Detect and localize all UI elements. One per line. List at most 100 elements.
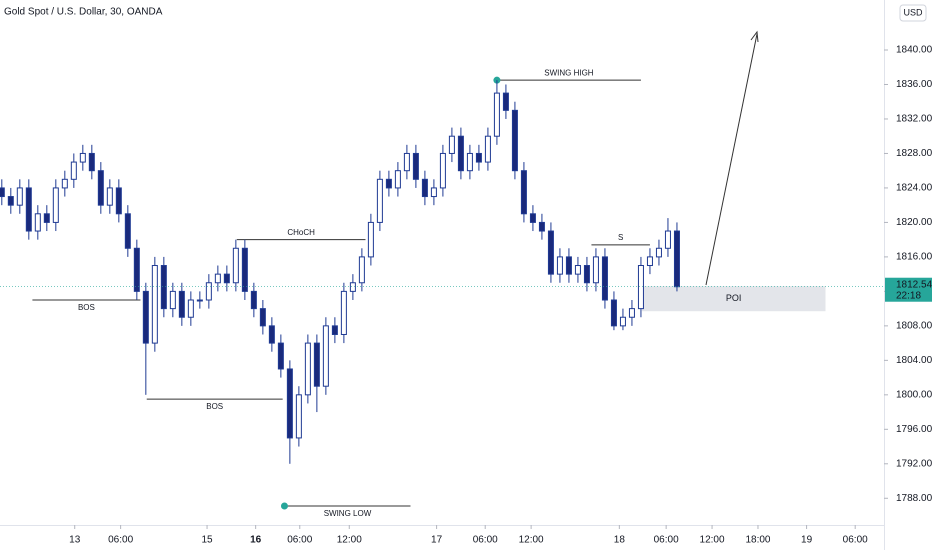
y-tick-label: 1828.00: [896, 148, 932, 159]
candle-body: [304, 342, 311, 396]
candle-body: [610, 299, 617, 327]
candle-body: [529, 213, 536, 223]
candle-body: [565, 256, 572, 275]
candle-body: [619, 316, 626, 327]
y-tick-label: 1800.00: [896, 389, 932, 400]
annotation-label: BOS: [206, 402, 223, 411]
candle-body: [349, 282, 356, 292]
candle-body: [358, 256, 365, 284]
x-tick-label: 13: [69, 535, 81, 546]
axes: 1788.00 1792.00 1796.00 1800.00 1804.00 1808.…: [69, 45, 932, 546]
candle-body: [169, 290, 176, 310]
candle-body: [259, 308, 266, 327]
candle-body: [43, 213, 50, 223]
candle-body: [322, 325, 329, 387]
candle-body: [484, 135, 491, 163]
y-tick-label: 1788.00: [896, 493, 932, 504]
candle-body: [430, 187, 437, 198]
candle-body: [25, 187, 32, 232]
candle-body: [403, 152, 410, 172]
candle-body: [241, 247, 248, 292]
x-tick-label: 15: [201, 535, 213, 546]
candle-body: [394, 170, 401, 189]
candle-body: [160, 265, 167, 310]
y-tick-label: 1832.00: [896, 114, 932, 125]
candle-body: [16, 187, 23, 206]
candle-body: [295, 394, 302, 439]
candle-body: [52, 187, 59, 223]
x-tick-label: 19: [801, 535, 813, 546]
candle-body: [448, 135, 455, 154]
x-tick-label: 06:00: [473, 535, 498, 546]
candle-body: [673, 230, 680, 288]
swing-marker: [280, 502, 288, 510]
annotation-label: BOS: [78, 303, 95, 312]
candle-body: [439, 152, 446, 189]
x-tick-label: 12:00: [700, 535, 725, 546]
candle-body: [214, 273, 221, 284]
candle-body: [187, 299, 194, 318]
candle-body: [340, 290, 347, 335]
candle-body: [286, 368, 293, 439]
candle-body: [115, 187, 122, 215]
x-tick-label: 16: [250, 535, 262, 546]
candle-body: [61, 178, 68, 189]
candle-body: [376, 178, 383, 223]
poi-zone: [641, 286, 826, 312]
candle-body: [7, 196, 14, 206]
candle-body: [133, 247, 140, 292]
currency-badge[interactable]: [899, 4, 927, 22]
candle-body: [313, 342, 320, 387]
y-tick-label: 1840.00: [896, 45, 932, 56]
currency: USD: [903, 7, 923, 17]
x-tick-label: 06:00: [287, 535, 312, 546]
candle-body: [547, 230, 554, 275]
candle-body: [331, 325, 338, 335]
last-price-label: 1812.540: [896, 279, 932, 290]
candle-body: [556, 256, 563, 275]
y-tick-label: 1820.00: [896, 217, 932, 228]
annotation-label: SWING LOW: [324, 509, 372, 518]
candle-body: [196, 299, 203, 302]
candle-body: [70, 161, 77, 180]
candle-body: [520, 170, 527, 215]
candle-body: [538, 221, 545, 232]
arrow-head: [750, 30, 759, 43]
candle-body: [88, 152, 95, 172]
candle-body: [493, 92, 500, 137]
candle-body: [268, 325, 275, 344]
countdown: 22:18: [896, 290, 921, 301]
y-tick-label: 1824.00: [896, 183, 932, 194]
candle-body: [142, 290, 149, 344]
candle-body: [205, 282, 212, 301]
candle-body: [277, 342, 284, 370]
candle-body: [628, 308, 635, 318]
y-tick-label: 1808.00: [896, 321, 932, 332]
x-tick-label: 18:00: [745, 535, 770, 546]
last-price-badge: [885, 277, 932, 302]
candle-body: [106, 187, 113, 206]
candle-body: [0, 187, 5, 198]
candle-body: [583, 265, 590, 284]
annotation-label: CHoCH: [287, 228, 315, 237]
candle-body: [232, 247, 239, 284]
x-tick-label: 06:00: [654, 535, 679, 546]
candle-body: [574, 265, 581, 275]
candle-body: [250, 290, 257, 310]
candle-body: [97, 170, 104, 206]
candle-body: [502, 92, 509, 111]
candle-body: [223, 273, 230, 284]
projection-arrow: [705, 33, 758, 286]
candle-body: [421, 178, 428, 198]
x-tick-label: 06:00: [843, 535, 868, 546]
candle-body: [592, 256, 599, 284]
candle-body: [385, 178, 392, 189]
candle-body: [655, 247, 662, 258]
x-tick-label: 17: [431, 535, 443, 546]
annotation-label: SWING HIGH: [544, 68, 594, 77]
candle-body: [637, 265, 644, 310]
annotation-label: S: [618, 233, 623, 242]
candle-body: [475, 152, 482, 163]
candle-body: [601, 256, 608, 301]
